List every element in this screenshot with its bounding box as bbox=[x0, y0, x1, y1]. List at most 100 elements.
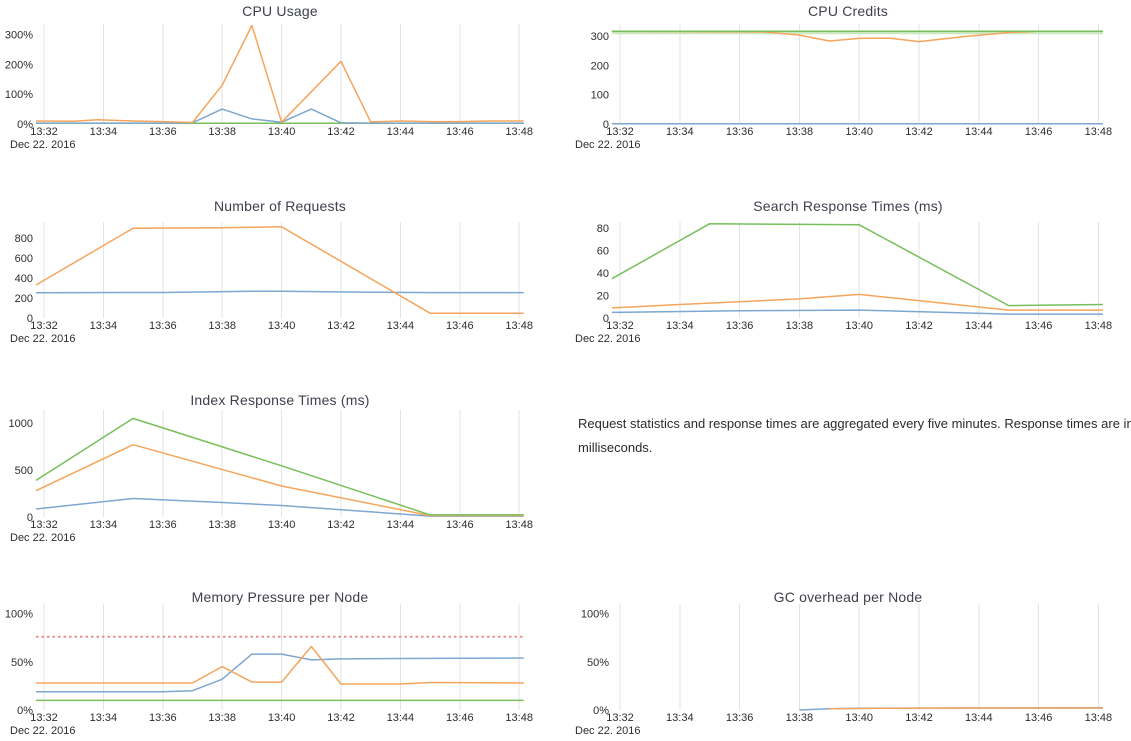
svg-text:0%: 0% bbox=[593, 705, 609, 717]
svg-text:13:46: 13:46 bbox=[446, 126, 474, 138]
svg-text:13:42: 13:42 bbox=[327, 712, 355, 724]
svg-text:13:48: 13:48 bbox=[505, 126, 533, 138]
svg-text:100%: 100% bbox=[5, 89, 33, 101]
footnote-text: Request statistics and response times ar… bbox=[578, 416, 1131, 455]
svg-text:13:36: 13:36 bbox=[149, 712, 177, 724]
svg-text:13:32: 13:32 bbox=[30, 126, 58, 138]
svg-text:13:44: 13:44 bbox=[965, 320, 993, 332]
svg-text:0: 0 bbox=[603, 313, 609, 325]
svg-text:13:40: 13:40 bbox=[845, 712, 873, 724]
chart-title-cpu-usage: CPU Usage bbox=[242, 3, 318, 19]
svg-text:200%: 200% bbox=[5, 59, 33, 71]
svg-text:13:40: 13:40 bbox=[845, 126, 873, 138]
svg-text:Dec 22. 2016: Dec 22. 2016 bbox=[575, 725, 640, 737]
chart-search-response-times: 0 20 40 60 80 13:32 13:34 13:36 13:38 13:40 13:42 1… bbox=[565, 192, 1131, 352]
svg-text:13:38: 13:38 bbox=[208, 519, 236, 531]
svg-text:13:40: 13:40 bbox=[268, 126, 296, 138]
svg-text:13:46: 13:46 bbox=[446, 519, 474, 531]
chart-title-memory-pressure-per-node: Memory Pressure per Node bbox=[191, 589, 369, 605]
chart-cpu-usage: 0% 100% 200% 300% 13:32 13:34 13:36 13:38 13:40 1… bbox=[0, 0, 560, 160]
svg-text:13:42: 13:42 bbox=[905, 320, 933, 332]
svg-text:40: 40 bbox=[597, 268, 609, 280]
svg-text:13:32: 13:32 bbox=[606, 126, 634, 138]
svg-text:50%: 50% bbox=[11, 657, 33, 669]
svg-text:20: 20 bbox=[597, 291, 609, 303]
chart-canvas-cpu-credits[interactable]: 0 100 200 300 13:32 13:34 13:36 13:38 13:40 13:42… bbox=[565, 0, 1131, 160]
svg-text:13:46: 13:46 bbox=[446, 712, 474, 724]
svg-text:13:32: 13:32 bbox=[30, 320, 58, 332]
svg-text:13:32: 13:32 bbox=[30, 519, 58, 531]
svg-text:Dec 22. 2016: Dec 22. 2016 bbox=[10, 532, 75, 544]
svg-text:200: 200 bbox=[591, 60, 609, 72]
svg-text:0%: 0% bbox=[17, 705, 33, 717]
svg-text:13:32: 13:32 bbox=[30, 712, 58, 724]
svg-text:13:46: 13:46 bbox=[1025, 320, 1053, 332]
svg-text:13:32: 13:32 bbox=[606, 320, 634, 332]
svg-text:600: 600 bbox=[15, 253, 33, 265]
svg-text:80: 80 bbox=[597, 223, 609, 235]
chart-memory-pressure-per-node: 0% 50% 100% 13:32 13:34 13:36 13:38 13:40 13:42 1… bbox=[0, 580, 560, 741]
svg-text:800: 800 bbox=[15, 233, 33, 245]
svg-text:Dec 22. 2016: Dec 22. 2016 bbox=[575, 139, 640, 151]
chart-canvas-search-response-times[interactable]: 0 20 40 60 80 13:32 13:34 13:36 13:38 13:40 13:42 1… bbox=[565, 192, 1131, 352]
svg-text:0: 0 bbox=[27, 313, 33, 325]
svg-text:13:34: 13:34 bbox=[90, 712, 118, 724]
svg-text:13:42: 13:42 bbox=[327, 519, 355, 531]
chart-canvas-gc-overhead-per-node[interactable]: 0% 50% 100% 13:32 13:34 13:36 13:38 13:40 13:42 1… bbox=[565, 580, 1131, 741]
chart-canvas-memory-pressure-per-node[interactable]: 0% 50% 100% 13:32 13:34 13:36 13:38 13:40 13:42 1… bbox=[0, 580, 560, 741]
svg-text:13:44: 13:44 bbox=[387, 712, 415, 724]
svg-text:300: 300 bbox=[591, 31, 609, 43]
svg-text:1000: 1000 bbox=[9, 418, 33, 430]
svg-text:Dec 22. 2016: Dec 22. 2016 bbox=[10, 725, 75, 737]
svg-text:13:36: 13:36 bbox=[726, 712, 754, 724]
svg-text:13:46: 13:46 bbox=[1025, 126, 1053, 138]
svg-text:13:46: 13:46 bbox=[1025, 712, 1053, 724]
chart-title-search-response-times: Search Response Times (ms) bbox=[753, 198, 943, 214]
svg-text:13:36: 13:36 bbox=[726, 320, 754, 332]
chart-canvas-index-response-times[interactable]: 0 500 1000 13:32 13:34 13:36 13:38 13:40 13:42 13… bbox=[0, 386, 560, 546]
svg-text:100: 100 bbox=[591, 90, 609, 102]
svg-text:13:34: 13:34 bbox=[666, 712, 694, 724]
svg-text:13:40: 13:40 bbox=[845, 320, 873, 332]
svg-text:13:38: 13:38 bbox=[208, 320, 236, 332]
chart-canvas-number-of-requests[interactable]: 0 200 400 600 800 13:32 13:34 13:36 13:38 13:40 13… bbox=[0, 192, 560, 352]
svg-text:13:42: 13:42 bbox=[327, 320, 355, 332]
svg-text:50%: 50% bbox=[587, 657, 609, 669]
svg-text:13:36: 13:36 bbox=[726, 126, 754, 138]
svg-text:Dec 22. 2016: Dec 22. 2016 bbox=[575, 333, 640, 345]
svg-text:13:34: 13:34 bbox=[90, 126, 118, 138]
svg-text:13:36: 13:36 bbox=[149, 126, 177, 138]
svg-text:13:44: 13:44 bbox=[387, 126, 415, 138]
chart-cpu-credits: 0 100 200 300 13:32 13:34 13:36 13:38 13:40 13:42… bbox=[565, 0, 1131, 160]
svg-text:0: 0 bbox=[603, 119, 609, 131]
chart-index-response-times: 0 500 1000 13:32 13:34 13:36 13:38 13:40 13:42 13… bbox=[0, 386, 560, 546]
svg-text:13:44: 13:44 bbox=[387, 320, 415, 332]
chart-title-gc-overhead-per-node: GC overhead per Node bbox=[773, 589, 923, 605]
svg-text:13:40: 13:40 bbox=[268, 519, 296, 531]
svg-text:500: 500 bbox=[15, 465, 33, 477]
svg-text:13:32: 13:32 bbox=[606, 712, 634, 724]
svg-text:400: 400 bbox=[15, 273, 33, 285]
svg-text:13:38: 13:38 bbox=[786, 126, 814, 138]
chart-canvas-cpu-usage[interactable]: 0% 100% 200% 300% 13:32 13:34 13:36 13:38 13:40 1… bbox=[0, 0, 560, 160]
svg-text:13:48: 13:48 bbox=[505, 519, 533, 531]
svg-text:13:38: 13:38 bbox=[208, 712, 236, 724]
svg-text:300%: 300% bbox=[5, 29, 33, 41]
svg-text:13:38: 13:38 bbox=[786, 320, 814, 332]
svg-text:13:44: 13:44 bbox=[965, 712, 993, 724]
svg-text:13:48: 13:48 bbox=[1085, 320, 1113, 332]
svg-text:13:44: 13:44 bbox=[387, 519, 415, 531]
svg-text:13:48: 13:48 bbox=[505, 712, 533, 724]
svg-text:13:42: 13:42 bbox=[905, 712, 933, 724]
svg-text:13:34: 13:34 bbox=[90, 320, 118, 332]
svg-text:13:34: 13:34 bbox=[666, 320, 694, 332]
svg-text:13:48: 13:48 bbox=[505, 320, 533, 332]
svg-text:0: 0 bbox=[27, 512, 33, 524]
svg-text:0%: 0% bbox=[17, 119, 33, 131]
svg-text:13:48: 13:48 bbox=[1085, 126, 1113, 138]
svg-text:13:42: 13:42 bbox=[905, 126, 933, 138]
svg-text:60: 60 bbox=[597, 246, 609, 258]
svg-text:200: 200 bbox=[15, 293, 33, 305]
chart-number-of-requests: 0 200 400 600 800 13:32 13:34 13:36 13:38 13:40 13… bbox=[0, 192, 560, 352]
